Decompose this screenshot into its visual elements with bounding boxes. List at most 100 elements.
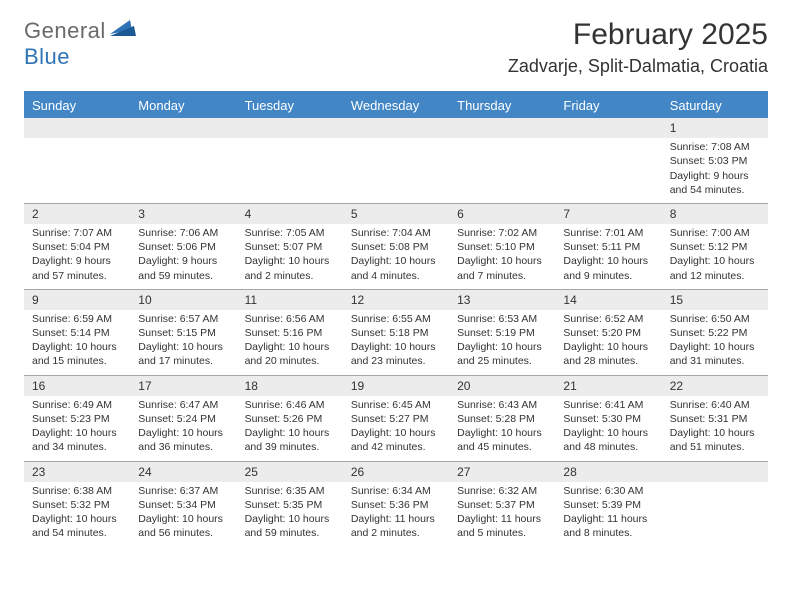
day-line: Sunrise: 6:41 AM <box>563 398 653 412</box>
day-number: 27 <box>449 462 555 482</box>
logo-text-2: Blue <box>24 44 70 69</box>
day-number: 1 <box>662 118 768 138</box>
day-number-empty <box>343 118 449 138</box>
weekday-header-row: Sunday Monday Tuesday Wednesday Thursday… <box>24 93 768 118</box>
calendar-week-row: 16Sunrise: 6:49 AMSunset: 5:23 PMDayligh… <box>24 375 768 461</box>
day-number: 19 <box>343 376 449 396</box>
calendar-day-cell <box>662 461 768 546</box>
day-number: 24 <box>130 462 236 482</box>
day-number: 22 <box>662 376 768 396</box>
calendar-day-cell: 9Sunrise: 6:59 AMSunset: 5:14 PMDaylight… <box>24 289 130 375</box>
day-line: Daylight: 10 hours <box>351 254 441 268</box>
day-body: Sunrise: 6:34 AMSunset: 5:36 PMDaylight:… <box>343 484 449 541</box>
day-line: and 59 minutes. <box>138 269 228 283</box>
day-line: and 36 minutes. <box>138 440 228 454</box>
calendar-day-cell: 13Sunrise: 6:53 AMSunset: 5:19 PMDayligh… <box>449 289 555 375</box>
calendar-day-cell: 14Sunrise: 6:52 AMSunset: 5:20 PMDayligh… <box>555 289 661 375</box>
day-line: Daylight: 10 hours <box>245 512 335 526</box>
day-body: Sunrise: 6:56 AMSunset: 5:16 PMDaylight:… <box>237 312 343 369</box>
day-line: Sunset: 5:14 PM <box>32 326 122 340</box>
day-body: Sunrise: 6:49 AMSunset: 5:23 PMDaylight:… <box>24 398 130 455</box>
day-line: Daylight: 10 hours <box>32 340 122 354</box>
day-line: Sunrise: 7:04 AM <box>351 226 441 240</box>
day-line: Daylight: 10 hours <box>457 340 547 354</box>
day-line: Sunset: 5:18 PM <box>351 326 441 340</box>
day-line: Daylight: 10 hours <box>32 512 122 526</box>
day-line: and 54 minutes. <box>670 183 760 197</box>
day-line: Daylight: 10 hours <box>245 426 335 440</box>
day-line: Daylight: 10 hours <box>563 340 653 354</box>
day-line: Sunrise: 7:06 AM <box>138 226 228 240</box>
day-number-empty <box>24 118 130 138</box>
day-line: and 17 minutes. <box>138 354 228 368</box>
day-number: 26 <box>343 462 449 482</box>
day-line: and 31 minutes. <box>670 354 760 368</box>
day-line: Sunrise: 6:55 AM <box>351 312 441 326</box>
day-body: Sunrise: 6:46 AMSunset: 5:26 PMDaylight:… <box>237 398 343 455</box>
day-number: 13 <box>449 290 555 310</box>
day-number: 9 <box>24 290 130 310</box>
day-line: Daylight: 9 hours <box>32 254 122 268</box>
calendar-day-cell: 19Sunrise: 6:45 AMSunset: 5:27 PMDayligh… <box>343 375 449 461</box>
day-line: Sunrise: 6:32 AM <box>457 484 547 498</box>
weekday-header: Saturday <box>662 93 768 118</box>
calendar-day-cell: 22Sunrise: 6:40 AMSunset: 5:31 PMDayligh… <box>662 375 768 461</box>
day-line: Sunset: 5:31 PM <box>670 412 760 426</box>
day-number-empty <box>555 118 661 138</box>
day-line: Daylight: 11 hours <box>563 512 653 526</box>
day-line: and 34 minutes. <box>32 440 122 454</box>
day-body: Sunrise: 6:57 AMSunset: 5:15 PMDaylight:… <box>130 312 236 369</box>
calendar-day-cell <box>237 118 343 203</box>
day-line: Sunset: 5:03 PM <box>670 154 760 168</box>
day-number: 6 <box>449 204 555 224</box>
weekday-header: Wednesday <box>343 93 449 118</box>
day-number: 20 <box>449 376 555 396</box>
day-number: 21 <box>555 376 661 396</box>
day-body: Sunrise: 6:40 AMSunset: 5:31 PMDaylight:… <box>662 398 768 455</box>
day-line: Daylight: 10 hours <box>351 426 441 440</box>
day-body: Sunrise: 7:05 AMSunset: 5:07 PMDaylight:… <box>237 226 343 283</box>
calendar-day-cell <box>555 118 661 203</box>
day-line: Daylight: 10 hours <box>457 254 547 268</box>
day-line: Sunset: 5:32 PM <box>32 498 122 512</box>
calendar-day-cell: 10Sunrise: 6:57 AMSunset: 5:15 PMDayligh… <box>130 289 236 375</box>
day-body: Sunrise: 6:32 AMSunset: 5:37 PMDaylight:… <box>449 484 555 541</box>
calendar-day-cell: 25Sunrise: 6:35 AMSunset: 5:35 PMDayligh… <box>237 461 343 546</box>
day-line: Daylight: 10 hours <box>138 340 228 354</box>
calendar-day-cell: 18Sunrise: 6:46 AMSunset: 5:26 PMDayligh… <box>237 375 343 461</box>
day-line: and 54 minutes. <box>32 526 122 540</box>
day-body: Sunrise: 6:37 AMSunset: 5:34 PMDaylight:… <box>130 484 236 541</box>
day-line: Daylight: 10 hours <box>245 254 335 268</box>
day-line: Daylight: 10 hours <box>351 340 441 354</box>
day-line: Sunrise: 6:30 AM <box>563 484 653 498</box>
calendar-day-cell: 24Sunrise: 6:37 AMSunset: 5:34 PMDayligh… <box>130 461 236 546</box>
day-body: Sunrise: 6:47 AMSunset: 5:24 PMDaylight:… <box>130 398 236 455</box>
day-line: Sunset: 5:15 PM <box>138 326 228 340</box>
day-line: Sunset: 5:06 PM <box>138 240 228 254</box>
day-line: and 8 minutes. <box>563 526 653 540</box>
calendar-day-cell: 28Sunrise: 6:30 AMSunset: 5:39 PMDayligh… <box>555 461 661 546</box>
day-body: Sunrise: 6:35 AMSunset: 5:35 PMDaylight:… <box>237 484 343 541</box>
day-number: 5 <box>343 204 449 224</box>
day-line: Daylight: 10 hours <box>138 512 228 526</box>
day-body: Sunrise: 6:38 AMSunset: 5:32 PMDaylight:… <box>24 484 130 541</box>
day-line: Daylight: 10 hours <box>670 426 760 440</box>
day-line: Sunrise: 6:46 AM <box>245 398 335 412</box>
day-line: Sunrise: 7:00 AM <box>670 226 760 240</box>
day-line: and 9 minutes. <box>563 269 653 283</box>
day-line: Sunset: 5:23 PM <box>32 412 122 426</box>
day-line: Sunrise: 6:37 AM <box>138 484 228 498</box>
day-number: 16 <box>24 376 130 396</box>
calendar-day-cell: 1Sunrise: 7:08 AMSunset: 5:03 PMDaylight… <box>662 118 768 203</box>
day-line: Sunrise: 7:07 AM <box>32 226 122 240</box>
day-line: Sunset: 5:07 PM <box>245 240 335 254</box>
day-number: 10 <box>130 290 236 310</box>
day-line: Sunrise: 6:49 AM <box>32 398 122 412</box>
logo: General Blue <box>24 18 136 70</box>
day-body: Sunrise: 6:50 AMSunset: 5:22 PMDaylight:… <box>662 312 768 369</box>
calendar-week-row: 9Sunrise: 6:59 AMSunset: 5:14 PMDaylight… <box>24 289 768 375</box>
calendar-day-cell: 17Sunrise: 6:47 AMSunset: 5:24 PMDayligh… <box>130 375 236 461</box>
title-block: February 2025 Zadvarje, Split-Dalmatia, … <box>508 18 768 77</box>
day-line: Sunrise: 6:57 AM <box>138 312 228 326</box>
day-body: Sunrise: 6:30 AMSunset: 5:39 PMDaylight:… <box>555 484 661 541</box>
